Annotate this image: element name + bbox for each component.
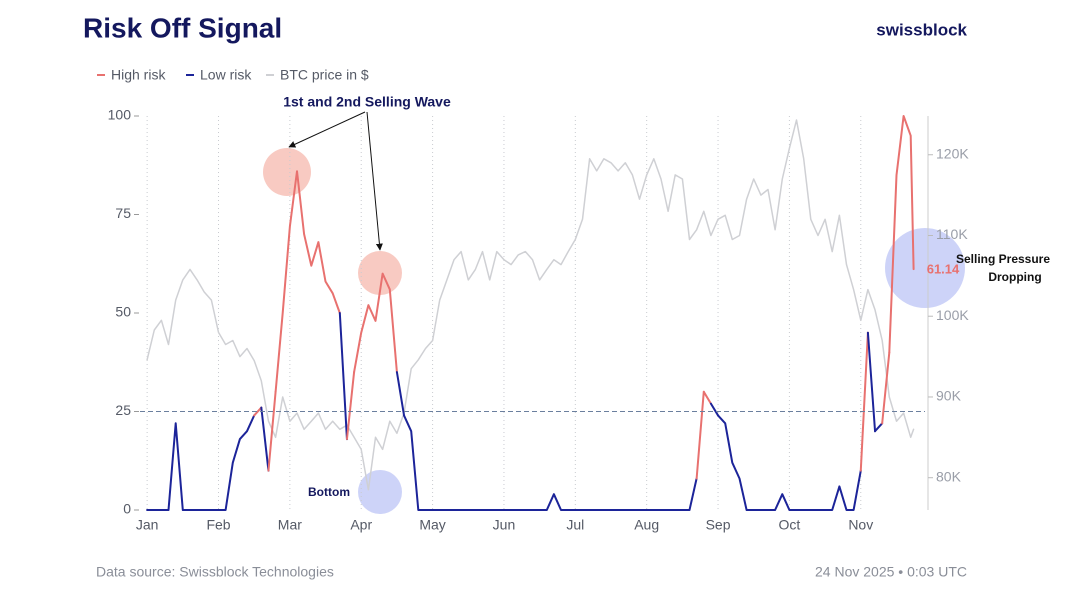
series-connector: [709, 402, 720, 417]
highlight-circle: [358, 470, 402, 514]
legend-label: High risk: [111, 67, 166, 83]
series-line: [888, 115, 915, 354]
x-tick-label: Jun: [493, 517, 516, 533]
y-tick-label: 50: [115, 304, 131, 320]
y-tick-label: 25: [115, 402, 131, 418]
series-connector: [260, 406, 270, 472]
x-tick-label: Jan: [136, 517, 159, 533]
legend-label: BTC price in $: [280, 67, 369, 83]
x-tick-label: Apr: [350, 517, 372, 533]
y-tick-label: 0: [123, 501, 131, 517]
series-line: [274, 170, 341, 393]
annotation: Bottom: [308, 485, 350, 499]
annotation: Dropping: [988, 270, 1041, 284]
x-tick-label: Mar: [278, 517, 302, 533]
series-line: [146, 119, 915, 491]
x-tick-label: Nov: [848, 517, 873, 533]
x-tick-label: Jul: [566, 517, 584, 533]
y-tick-label: 75: [115, 205, 131, 221]
series-connector: [338, 312, 348, 441]
x-tick-label: Sep: [706, 517, 731, 533]
x-tick-label: Oct: [779, 517, 801, 533]
y-tick-label: 100: [108, 107, 132, 123]
annotation: Selling Pressure: [956, 252, 1050, 266]
chart-title: Risk Off Signal: [83, 12, 282, 43]
x-tick-label: May: [419, 517, 445, 533]
y2-tick-label: 100K: [936, 307, 969, 323]
y2-tick-label: 110K: [936, 226, 968, 242]
annotation-arrow: [288, 111, 366, 148]
brand: swissblock: [876, 20, 967, 39]
series-connector: [695, 390, 705, 480]
y2-tick-label: 120K: [936, 145, 969, 161]
y2-tick-label: 90K: [936, 388, 962, 404]
annotation: 1st and 2nd Selling Wave: [283, 94, 451, 110]
series-connector: [345, 371, 356, 441]
series-connector: [866, 331, 877, 433]
series-line: [403, 414, 698, 511]
background-layer: [263, 148, 965, 514]
highlight-circle: [263, 148, 311, 196]
y2-tick-label: 80K: [936, 468, 962, 484]
series-connector: [267, 390, 277, 472]
x-tick-label: Feb: [206, 517, 230, 533]
annotation-arrow: [366, 111, 383, 251]
series-line: [146, 414, 256, 511]
highlight-circle: [885, 228, 965, 308]
series-line: [717, 414, 862, 511]
value-label: 61.14: [927, 261, 960, 276]
source-note: Data source: Swissblock Technologies: [96, 564, 334, 580]
x-tick-label: Aug: [634, 517, 659, 533]
series-connector: [881, 351, 891, 425]
series-connector: [395, 371, 406, 417]
series-line: [874, 422, 884, 433]
series-connector: [253, 406, 263, 417]
legend-label: Low risk: [200, 67, 252, 83]
series-line: [353, 272, 398, 374]
timestamp: 24 Nov 2025 • 0:03 UTC: [815, 564, 967, 580]
highlight-circle: [358, 251, 402, 295]
series-line: [702, 390, 712, 405]
series-connector: [859, 331, 869, 472]
